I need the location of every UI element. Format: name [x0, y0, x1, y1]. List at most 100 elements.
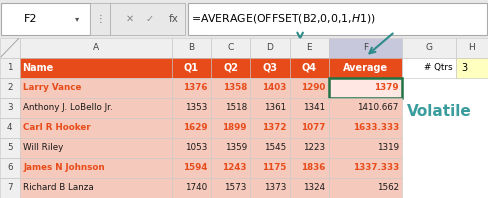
Bar — [250, 58, 289, 78]
Text: ▾: ▾ — [75, 14, 79, 23]
Bar — [211, 38, 250, 58]
Bar — [211, 58, 250, 78]
Text: Larry Vance: Larry Vance — [23, 83, 81, 92]
Bar — [329, 58, 402, 78]
Text: 1077: 1077 — [301, 123, 325, 132]
Bar — [211, 158, 250, 178]
Text: Q3: Q3 — [263, 63, 277, 73]
Bar — [289, 158, 329, 178]
Text: 1573: 1573 — [224, 184, 247, 192]
Bar — [289, 38, 329, 58]
Text: 3: 3 — [462, 63, 468, 73]
Text: 6: 6 — [7, 163, 13, 172]
Text: Volatile: Volatile — [407, 104, 472, 119]
Text: 7: 7 — [7, 184, 13, 192]
Bar — [289, 138, 329, 158]
Bar — [250, 98, 289, 118]
Text: 1353: 1353 — [185, 103, 207, 112]
Text: 1361: 1361 — [264, 103, 286, 112]
Bar — [172, 78, 211, 98]
Text: 3: 3 — [7, 103, 13, 112]
Bar — [0, 118, 20, 138]
Text: 1: 1 — [7, 63, 13, 72]
Bar — [172, 98, 211, 118]
Text: Q1: Q1 — [184, 63, 199, 73]
Bar — [289, 78, 329, 98]
Bar — [20, 78, 172, 98]
Text: C: C — [227, 43, 234, 52]
Text: James N Johnson: James N Johnson — [23, 163, 105, 172]
Text: 1341: 1341 — [304, 103, 325, 112]
Bar — [211, 118, 250, 138]
Text: 1594: 1594 — [183, 163, 207, 172]
Bar — [211, 78, 250, 98]
Bar — [20, 158, 172, 178]
Bar — [0, 178, 20, 198]
Bar — [329, 98, 402, 118]
Text: 1337.333: 1337.333 — [352, 163, 399, 172]
Bar — [110, 3, 185, 35]
Bar — [289, 178, 329, 198]
Bar — [402, 58, 456, 78]
Bar — [20, 38, 172, 58]
Text: 1633.333: 1633.333 — [352, 123, 399, 132]
Bar — [20, 58, 172, 78]
Text: 1376: 1376 — [183, 83, 207, 92]
Bar — [329, 178, 402, 198]
Text: 4: 4 — [7, 123, 13, 132]
Text: 1324: 1324 — [304, 184, 325, 192]
Bar — [329, 38, 402, 58]
Bar — [0, 78, 20, 98]
Bar — [211, 178, 250, 198]
Bar — [250, 78, 289, 98]
Bar — [172, 138, 211, 158]
Bar — [456, 38, 488, 58]
Text: 1379: 1379 — [374, 83, 399, 92]
Bar — [456, 58, 488, 78]
Text: 1243: 1243 — [223, 163, 247, 172]
Bar — [0, 38, 20, 58]
Text: ✓: ✓ — [146, 14, 154, 24]
Text: 1359: 1359 — [224, 143, 247, 152]
Text: ✕: ✕ — [126, 14, 134, 24]
Bar — [172, 178, 211, 198]
Bar — [250, 118, 289, 138]
Text: G: G — [426, 43, 432, 52]
Bar — [329, 158, 402, 178]
Text: 1358: 1358 — [223, 83, 247, 92]
Text: fx: fx — [168, 14, 178, 24]
Bar — [90, 3, 110, 35]
Text: Will Riley: Will Riley — [23, 143, 63, 152]
Text: Average: Average — [343, 63, 388, 73]
Bar — [20, 138, 172, 158]
Text: B: B — [188, 43, 194, 52]
Bar — [172, 158, 211, 178]
Text: H: H — [468, 43, 475, 52]
Bar — [0, 98, 20, 118]
Bar — [172, 118, 211, 138]
Text: 1740: 1740 — [185, 184, 207, 192]
Text: 1545: 1545 — [264, 143, 286, 152]
Text: 1319: 1319 — [377, 143, 399, 152]
Text: Q4: Q4 — [302, 63, 317, 73]
Text: Carl R Hooker: Carl R Hooker — [23, 123, 91, 132]
Text: 5: 5 — [7, 143, 13, 152]
Bar — [250, 138, 289, 158]
Bar — [1, 3, 90, 35]
Text: Q2: Q2 — [223, 63, 238, 73]
Text: Richard B Lanza: Richard B Lanza — [23, 184, 94, 192]
Bar — [211, 98, 250, 118]
Text: 1175: 1175 — [262, 163, 286, 172]
Text: D: D — [266, 43, 273, 52]
Text: 1836: 1836 — [301, 163, 325, 172]
Text: A: A — [93, 43, 99, 52]
Bar — [172, 38, 211, 58]
Text: F: F — [363, 43, 368, 52]
Bar — [289, 118, 329, 138]
Text: E: E — [306, 43, 312, 52]
Text: ⋮: ⋮ — [95, 14, 105, 24]
Bar — [20, 178, 172, 198]
Bar — [329, 78, 402, 98]
Text: 1899: 1899 — [223, 123, 247, 132]
Text: F2: F2 — [23, 14, 37, 24]
